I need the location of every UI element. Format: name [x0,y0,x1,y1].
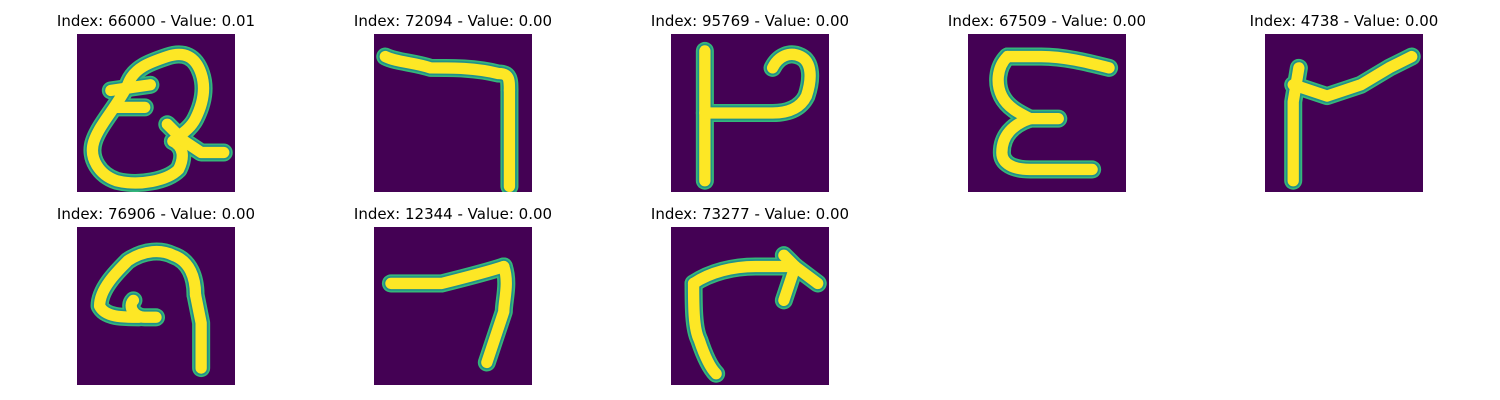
glyph-stroke [699,48,816,119]
glyph-stroke [992,50,1036,125]
panel-8: Index: 73277 - Value: 0.00 [630,193,870,385]
glyph-stroke [481,260,512,369]
panel-title: Index: 95769 - Value: 0.00 [650,12,850,30]
panel-title: Index: 66000 - Value: 0.01 [56,12,256,30]
panel-title: Index: 73277 - Value: 0.00 [650,205,850,223]
glyph-stroke [105,79,156,97]
glyph-stroke [86,79,188,189]
panel-title: Index: 12344 - Value: 0.00 [353,205,553,223]
glyph-stroke [687,277,722,380]
panel-6: Index: 76906 - Value: 0.00 [36,193,276,385]
glyph-stroke [1287,50,1418,102]
panel-4: Index: 67509 - Value: 0.00 [927,0,1167,192]
glyph-stroke [1001,50,1115,74]
panel-7: Index: 12344 - Value: 0.00 [333,193,573,385]
glyph-stroke [125,294,162,323]
panel-2: Index: 72094 - Value: 0.00 [333,0,573,192]
glyph-stroke [161,118,230,159]
heatmap-image [671,227,829,385]
heatmap-image [968,34,1126,192]
glyph-stroke [687,260,801,290]
glyph-stroke [778,260,801,307]
glyph-stroke [122,48,210,147]
panel-title: Index: 76906 - Value: 0.00 [56,205,256,223]
heatmap-image [671,34,829,192]
heatmap-image [374,227,532,385]
panel-title: Index: 67509 - Value: 0.00 [947,12,1147,30]
panel-1: Index: 66000 - Value: 0.01 [36,0,276,192]
glyph-stroke [1287,62,1305,187]
panel-title: Index: 72094 - Value: 0.00 [353,12,553,30]
heatmap-image [1265,34,1423,192]
panel-title: Index: 4738 - Value: 0.00 [1249,12,1439,30]
glyph-stroke [385,260,510,290]
panel-5: Index: 4738 - Value: 0.00 [1224,0,1464,192]
glyph-stroke [996,113,1098,176]
heatmap-image [77,227,235,385]
heatmap-image [77,34,235,192]
glyph-stroke [93,245,202,323]
glyph-stroke [379,50,516,97]
glyph-stroke [189,289,207,374]
panel-3: Index: 95769 - Value: 0.00 [630,0,870,192]
heatmap-image [374,34,532,192]
